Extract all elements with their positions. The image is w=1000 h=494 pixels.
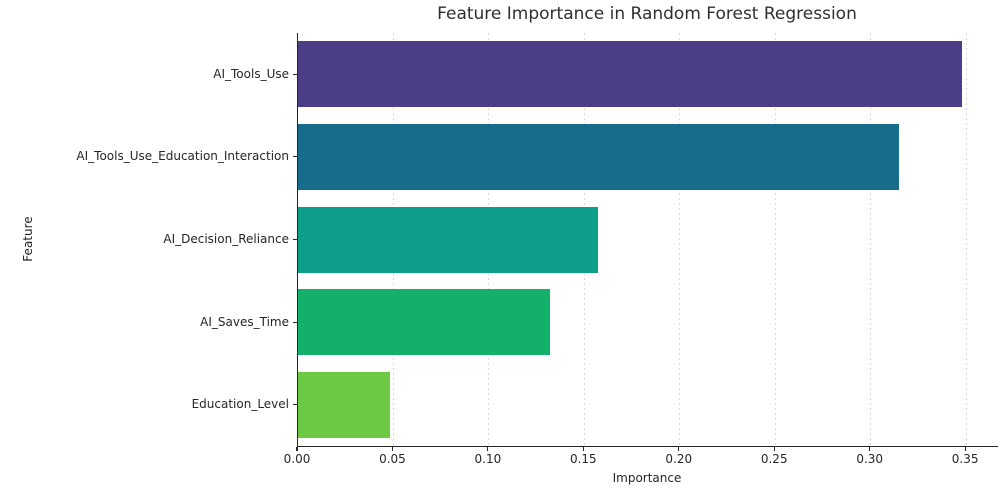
x-tick-mark [487, 447, 489, 451]
y-tick-mark [293, 156, 297, 158]
x-tick-label: 0.15 [569, 452, 597, 466]
plot-area [297, 33, 998, 447]
x-tick-mark [869, 447, 871, 451]
gridline [679, 33, 681, 446]
y-tick-label: AI_Saves_Time [200, 314, 289, 329]
x-tick-label: 0.00 [283, 452, 311, 466]
x-tick-mark [773, 447, 775, 451]
x-tick-mark [964, 447, 966, 451]
y-tick-mark [293, 321, 297, 323]
y-tick-label: AI_Tools_Use [213, 66, 289, 81]
gridline [870, 33, 872, 446]
chart-title: Feature Importance in Random Forest Regr… [437, 4, 857, 24]
x-tick-label: 0.25 [760, 452, 788, 466]
x-axis-label: Importance [612, 471, 682, 485]
bar [298, 289, 550, 356]
x-tick-label: 0.30 [856, 452, 884, 466]
gridline [774, 33, 776, 446]
x-tick-label: 0.10 [474, 452, 502, 466]
y-tick-label: AI_Tools_Use_Education_Interaction [76, 149, 289, 164]
y-tick-mark [293, 238, 297, 241]
x-tick-mark [678, 447, 680, 451]
x-tick-label: 0.35 [951, 452, 979, 466]
x-tick-mark [391, 447, 394, 451]
x-tick-mark [296, 447, 298, 451]
y-tick-mark [293, 73, 297, 75]
y-tick-label: Education_Level [191, 397, 289, 412]
y-tick-label: AI_Decision_Reliance [163, 232, 289, 246]
x-tick-label: 0.20 [665, 452, 693, 466]
y-tick-mark [293, 404, 297, 406]
bar [298, 206, 598, 273]
bar [298, 41, 963, 108]
bar [298, 371, 390, 438]
x-tick-mark [582, 447, 584, 451]
bar [298, 123, 900, 190]
gridline [965, 33, 967, 446]
x-tick-label: 0.05 [379, 452, 406, 466]
